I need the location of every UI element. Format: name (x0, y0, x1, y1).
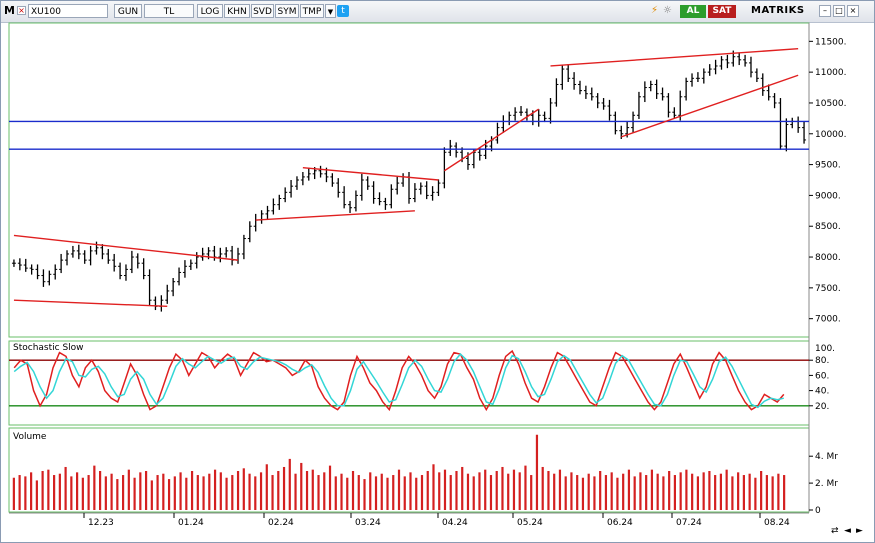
sell-button[interactable]: SAT (708, 5, 736, 18)
buy-button[interactable]: AL (680, 5, 706, 18)
price-tick-label: 10000. (815, 130, 847, 140)
stoch-top-label: 100. (815, 344, 835, 354)
period-button[interactable]: GUN (114, 4, 142, 18)
price-tick-label: 7000. (815, 315, 841, 325)
volume-tick-label: 2. Mr (815, 479, 838, 489)
play-loop-icon[interactable]: ⇄ (831, 526, 839, 536)
twitter-icon[interactable]: t (337, 5, 349, 17)
price-tick-label: 8500. (815, 222, 841, 232)
menu-m-label[interactable]: M (4, 4, 15, 17)
flash-icon[interactable]: ⚡ (651, 5, 659, 16)
time-tick-label: 08.24 (764, 518, 790, 528)
time-tick-label: 02.24 (268, 518, 294, 528)
minimize-icon[interactable]: – (819, 5, 831, 17)
trendline (13, 234, 239, 261)
time-tick-label: 06.24 (607, 518, 633, 528)
tmp-button[interactable]: TMP (300, 4, 324, 18)
time-tick-label: 01.24 (178, 518, 204, 528)
brand-logo: MATRIKS (751, 5, 805, 16)
trendline (550, 48, 799, 67)
stochastic-series-d (13, 353, 784, 409)
log-button[interactable]: LOG (197, 4, 223, 18)
arrow-left-icon[interactable]: ◄ (844, 526, 851, 536)
settings-sun-icon[interactable]: ☼ (663, 5, 672, 16)
time-tick-label: 12.23 (88, 518, 114, 528)
khn-button[interactable]: KHN (224, 4, 250, 18)
price-tick-label: 10500. (815, 99, 847, 109)
price-tick-label: 8000. (815, 253, 841, 263)
symbol-input[interactable]: XU100 (28, 4, 108, 18)
volume-tick-label: 0 (815, 506, 821, 516)
volume-title: Volume (13, 432, 47, 442)
trendline (443, 108, 540, 172)
time-tick-label: 04.24 (442, 518, 468, 528)
trendline (255, 210, 415, 221)
time-tick-label: 05.24 (517, 518, 543, 528)
symbol-clear-icon[interactable]: × (17, 6, 26, 15)
stoch-tick-label: 80. (815, 356, 829, 366)
price-tick-label: 9000. (815, 191, 841, 201)
svd-button[interactable]: SVD (251, 4, 274, 18)
price-tick-label: 11000. (815, 68, 847, 78)
volume-tick-label: 4. Mr (815, 452, 838, 462)
maximize-icon[interactable]: □ (833, 5, 845, 17)
trendline (302, 166, 439, 181)
price-tick-label: 9500. (815, 161, 841, 171)
chart-toolbar: M × XU100 GUN TL LOG KHN SVD SYM TMP ▼ t… (1, 1, 874, 23)
time-tick-label: 03.24 (355, 518, 381, 528)
close-icon[interactable]: × (847, 5, 859, 17)
arrow-right-icon[interactable]: ► (856, 526, 863, 536)
stoch-tick-label: 60. (815, 371, 829, 381)
trendline (621, 74, 799, 138)
stoch-tick-label: 20. (815, 402, 829, 412)
stochastic-series-k (13, 349, 785, 412)
price-tick-label: 11500. (815, 37, 847, 47)
price-tick-label: 7500. (815, 284, 841, 294)
currency-button[interactable]: TL (144, 4, 194, 18)
sym-button[interactable]: SYM (275, 4, 299, 18)
stoch-tick-label: 40. (815, 387, 829, 397)
time-tick-label: 07.24 (676, 518, 702, 528)
dropdown-icon[interactable]: ▼ (325, 4, 336, 18)
trendline (13, 299, 168, 308)
stochastic-title: Stochastic Slow (13, 343, 84, 353)
